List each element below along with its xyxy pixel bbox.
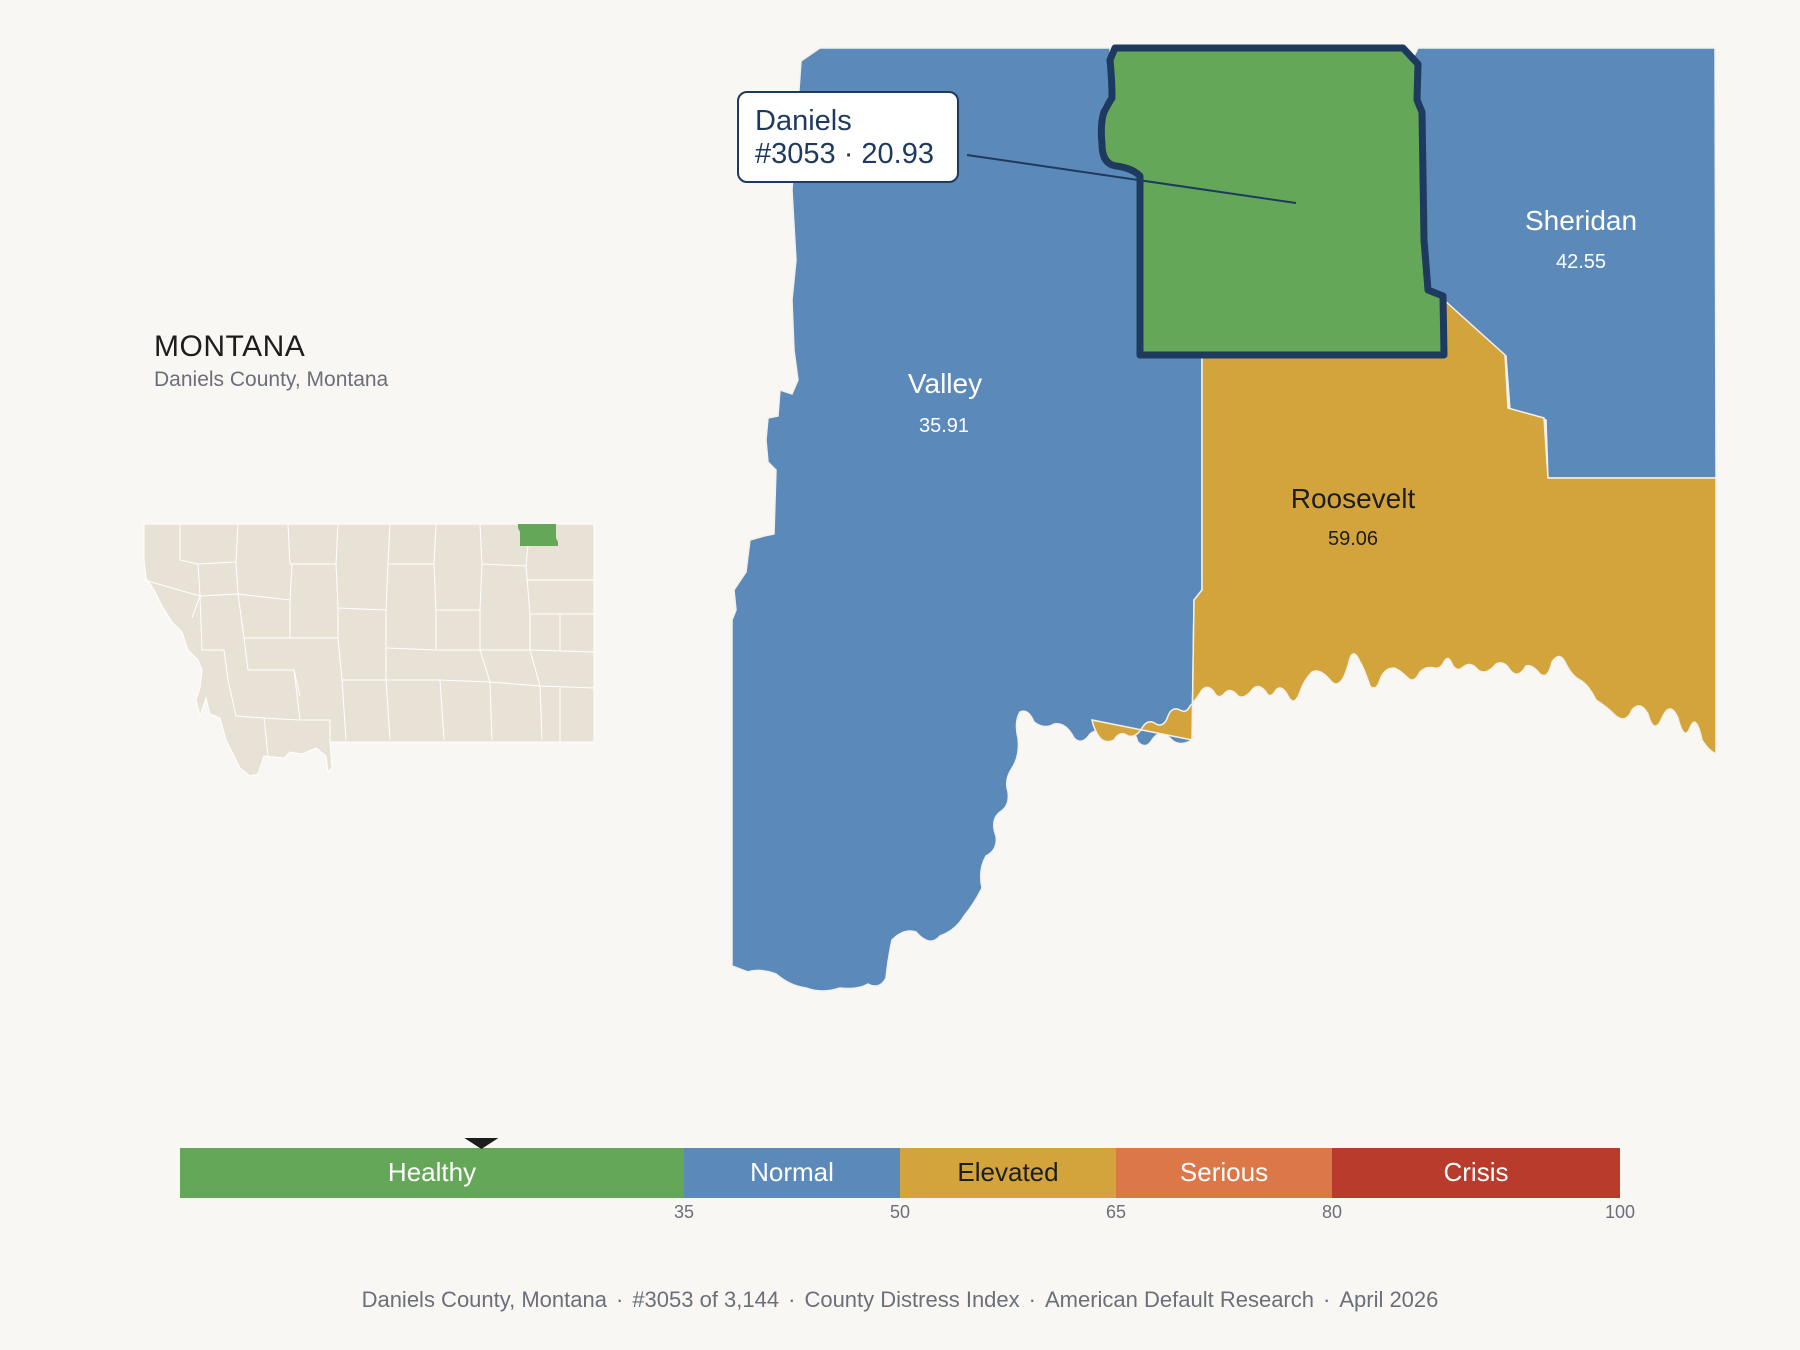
county-daniels[interactable] [1097,44,1448,359]
county-borders [143,523,595,757]
legend-label-crisis: Crisis [1444,1157,1509,1187]
footer-place: Daniels County, Montana [361,1287,607,1312]
callout-leader [966,154,1297,204]
locator-daniels-highlight [518,524,558,546]
county-score-valley: 35.91 [919,415,969,437]
legend-segment-elevated [900,1148,1116,1198]
selected-county-callout: Daniels #3053 · 20.93 [737,91,959,183]
state-title: MONTANA [154,330,306,363]
footer-index: County Distress Index [804,1287,1020,1312]
legend-label-elevated: Elevated [957,1157,1058,1187]
legend-segment-normal [684,1148,900,1198]
legend-segment-healthy [180,1148,684,1198]
county-label-valley: Valley [908,368,982,399]
callout-county-detail: #3053 · 20.93 [755,138,934,170]
county-score-sheridan: 42.55 [1556,251,1606,273]
legend-tick-35: 35 [674,1202,694,1222]
callout-county-name: Daniels [755,105,852,137]
legend-tick-50: 50 [890,1202,910,1222]
legend-label-serious: Serious [1180,1157,1268,1187]
footer-rank: #3053 of 3,144 [632,1287,780,1312]
footer: Daniels County, Montana · #3053 of 3,144 · C… [361,1287,1439,1312]
county-valley[interactable] [731,47,1203,992]
footer-source: American Default Research [1044,1287,1314,1312]
state-subtitle: Daniels County, Montana [154,368,389,391]
county-roosevelt[interactable] [1091,298,1717,756]
legend-label-healthy: Healthy [388,1157,476,1187]
legend-label-normal: Normal [750,1157,834,1187]
legend-tick-65: 65 [1106,1202,1126,1222]
legend-tick-80: 80 [1322,1202,1342,1222]
distress-scale-legend: Healthy Normal Elevated Serious Crisis 35 50 6… [180,1138,1635,1222]
legend-segment-crisis [1332,1148,1620,1198]
county-label-roosevelt: Roosevelt [1291,483,1416,514]
county-score-roosevelt: 59.06 [1328,528,1378,550]
footer-date: April 2026 [1339,1287,1439,1312]
legend-tick-100: 100 [1605,1202,1635,1222]
county-label-sheridan: Sheridan [1525,205,1637,236]
state-title-block: MONTANA Daniels County, Montana [154,330,388,392]
state-locator-map [143,523,595,777]
legend-segment-serious [1116,1148,1332,1198]
score-marker [464,1138,499,1149]
